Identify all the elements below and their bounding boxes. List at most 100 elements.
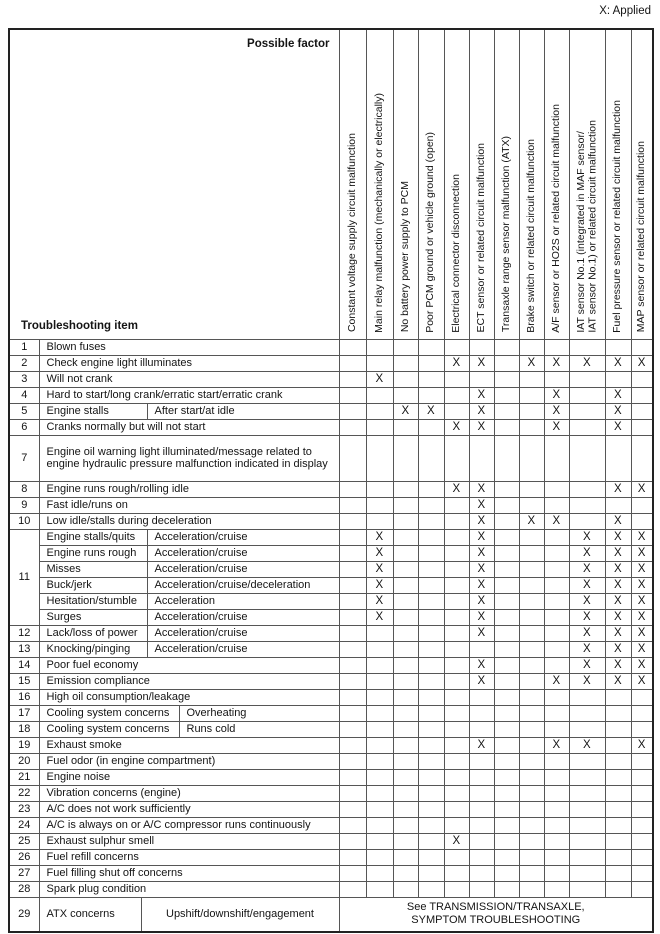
mark-cell: [468, 434, 495, 482]
mark-cell: [604, 704, 632, 722]
mark-cell: [568, 512, 606, 530]
mark-cell: [518, 402, 545, 420]
applied-mark-cell: X: [365, 560, 394, 578]
mark-cell: [543, 544, 570, 562]
mark-cell: [443, 386, 470, 404]
mark-cell: [468, 848, 495, 866]
mark-cell: [630, 402, 654, 420]
applied-mark-cell: X: [365, 370, 394, 388]
mark-cell: [365, 784, 394, 802]
factor-header-label: Poor PCM ground or vehicle ground (open): [424, 131, 437, 333]
applied-mark-cell: X: [604, 608, 632, 626]
table-row: 23 A/C does not work sufficiently: [8, 800, 654, 818]
applied-mark-cell: X: [604, 544, 632, 562]
item-label: Fuel odor (in engine compartment): [38, 752, 340, 770]
table-row: 4 Hard to start/long crank/erratic start/…: [8, 386, 654, 404]
mark-cell: [443, 434, 470, 482]
mark-cell: [392, 880, 419, 898]
item-label: Fast idle/runs on: [38, 496, 340, 514]
mark-cell: [443, 864, 470, 882]
table-row: Engine runs rough Acceleration/cruise X X X X…: [9, 544, 654, 562]
row-number: 16: [8, 688, 40, 706]
mark-cell: [543, 640, 570, 658]
mark-cell: [543, 800, 570, 818]
applied-mark-cell: X: [568, 528, 606, 546]
item-label: Knocking/pinging: [40, 642, 148, 656]
factor-header-label: MAP sensor or related circuit malfunctio…: [635, 141, 647, 333]
item-label: Lack/loss of power: [40, 626, 148, 640]
mark-cell: [568, 832, 606, 850]
mark-cell: [568, 370, 606, 388]
applied-mark-cell: X: [604, 512, 632, 530]
mark-cell: [630, 800, 654, 818]
mark-cell: [543, 848, 570, 866]
item-label: Buck/jerk: [40, 578, 148, 592]
table-row: 10 Low idle/stalls during deceleration X X X…: [8, 512, 654, 530]
item-label: A/C is always on or A/C compressor runs …: [38, 816, 340, 834]
mark-cell: [392, 704, 419, 722]
mark-cell: [518, 386, 545, 404]
item-label: Low idle/stalls during deceleration: [38, 512, 340, 530]
mark-cell: [417, 512, 445, 530]
mark-cell: [417, 496, 445, 514]
table-row: 15 Emission compliance X X X X X: [8, 672, 654, 690]
mark-cell: [392, 560, 419, 578]
item-label: Engine stalls/quits: [40, 530, 148, 544]
item-label: ATX concerns: [40, 897, 142, 931]
mark-cell: [604, 688, 632, 706]
mark-cell: [392, 592, 419, 610]
applied-mark-cell: X: [630, 528, 654, 546]
mark-cell: [365, 512, 394, 530]
item-label: Engine runs rough/rolling idle: [38, 480, 340, 498]
row-number: 17: [8, 704, 40, 722]
mark-cell: [493, 370, 520, 388]
applied-mark-cell: X: [604, 386, 632, 404]
table-row: 28 Spark plug condition: [8, 880, 654, 898]
applied-mark-cell: X: [630, 480, 654, 498]
mark-cell: [338, 496, 367, 514]
mark-cell: [365, 864, 394, 882]
mark-cell: [604, 832, 632, 850]
mark-cell: [392, 720, 419, 738]
table-row: Surges Acceleration/cruise X X X X X: [9, 608, 654, 626]
mark-cell: [392, 640, 419, 658]
mark-cell: [365, 848, 394, 866]
mark-cell: [604, 864, 632, 882]
mark-cell: [568, 800, 606, 818]
applied-mark-cell: X: [543, 418, 570, 436]
mark-cell: [417, 784, 445, 802]
table-row: 8 Engine runs rough/rolling idle X X X X: [8, 480, 654, 498]
mark-cell: [493, 816, 520, 834]
item-label: Poor fuel economy: [38, 656, 340, 674]
mark-cell: [568, 418, 606, 436]
item-cell: Hesitation/stumble Acceleration: [38, 592, 340, 610]
mark-cell: [338, 608, 367, 626]
mark-cell: [568, 688, 606, 706]
row-number: 2: [8, 354, 40, 372]
mark-cell: [543, 752, 570, 770]
condition-label: Acceleration/cruise: [154, 547, 248, 559]
condition-label: Overheating: [186, 707, 247, 719]
mark-cell: [417, 688, 445, 706]
mark-cell: [365, 832, 394, 850]
mark-cell: [630, 386, 654, 404]
mark-cell: [468, 864, 495, 882]
mark-cell: [518, 560, 545, 578]
applied-mark-cell: X: [443, 480, 470, 498]
mark-cell: [630, 864, 654, 882]
mark-cell: [543, 576, 570, 594]
mark-cell: [630, 880, 654, 898]
factor-header-cell: IAT sensor No.1 (integrated in MAF senso…: [568, 28, 606, 340]
item-cell: Surges Acceleration/cruise: [38, 608, 340, 626]
mark-cell: [468, 704, 495, 722]
mark-cell: [468, 338, 495, 356]
mark-cell: [518, 880, 545, 898]
factor-header-label: Constant voltage supply circuit malfunct…: [345, 133, 358, 333]
mark-cell: [543, 704, 570, 722]
mark-cell: [518, 864, 545, 882]
mark-cell: [630, 418, 654, 436]
mark-cell: [518, 688, 545, 706]
mark-cell: [443, 576, 470, 594]
applied-mark-cell: X: [443, 832, 470, 850]
row-number: 8: [8, 480, 40, 498]
